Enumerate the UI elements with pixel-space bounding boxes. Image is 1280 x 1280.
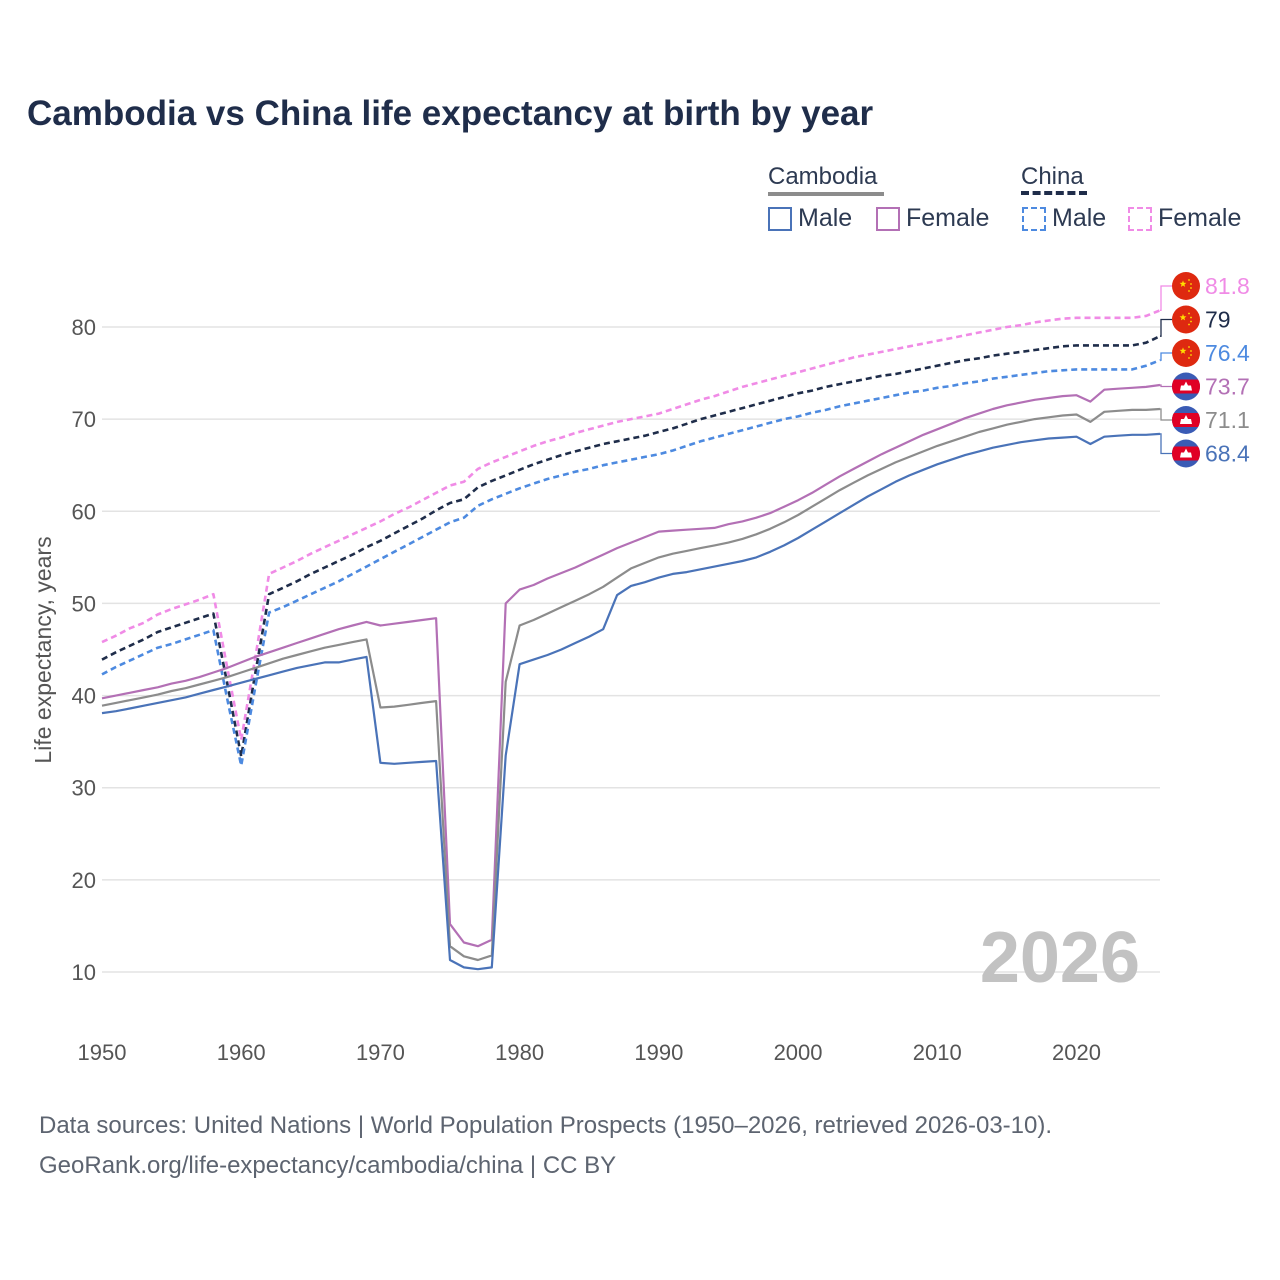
x-tick-label: 2020 xyxy=(1052,1040,1101,1065)
end-connector xyxy=(1160,408,1172,421)
source-note: Data sources: United Nations | World Pop… xyxy=(39,1106,1052,1186)
flag-field xyxy=(1172,339,1200,367)
cambodia-flag-icon xyxy=(1172,439,1200,468)
flag-small-star xyxy=(1190,354,1192,356)
china-flag-icon xyxy=(1172,339,1200,367)
series-end-labels: 81.8 79 76.4 73.7 71.1 68.4 xyxy=(1160,272,1250,468)
y-tick-label: 30 xyxy=(72,776,96,801)
y-axis-ticks: 10 20 30 40 50 60 70 80 xyxy=(72,315,96,985)
series-line-china-male[interactable] xyxy=(101,358,1161,767)
y-tick-label: 40 xyxy=(72,684,96,709)
x-tick-label: 2000 xyxy=(774,1040,823,1065)
grid-lines xyxy=(102,326,1160,973)
series-line-china-female[interactable] xyxy=(101,309,1161,742)
end-value-label: 81.8 xyxy=(1205,273,1250,299)
end-connector xyxy=(1160,352,1172,361)
cambodia-flag-icon xyxy=(1172,372,1200,401)
flag-field xyxy=(1172,272,1200,300)
flag-small-star xyxy=(1190,350,1192,352)
flag-star xyxy=(1179,313,1187,321)
end-value-label: 73.7 xyxy=(1205,374,1250,400)
series-line-cambodia-female[interactable] xyxy=(101,383,1161,948)
line-chart: 2026 81.8 79 76.4 73.7 71.1 68.4 1950 1960 1970… xyxy=(30,272,1250,1065)
flag-small-star xyxy=(1190,283,1192,285)
flag-small-star xyxy=(1188,312,1190,315)
end-value-label: 79 xyxy=(1205,307,1231,333)
flag-small-star xyxy=(1188,290,1190,292)
chart-title: Cambodia vs China life expectancy at bir… xyxy=(27,94,874,133)
cambodia-flag-icon xyxy=(1172,406,1200,434)
series-line-china-total[interactable] xyxy=(101,335,1161,758)
x-tick-label: 2010 xyxy=(913,1040,962,1065)
flag-small-star xyxy=(1190,287,1192,289)
end-value-label: 68.4 xyxy=(1205,441,1250,467)
source-line-1: Data sources: United Nations | World Pop… xyxy=(39,1112,1053,1139)
x-tick-label: 1950 xyxy=(78,1040,127,1065)
end-connector xyxy=(1160,433,1172,455)
series-lines xyxy=(101,309,1161,971)
flag-temple xyxy=(1180,381,1192,391)
flag-temple xyxy=(1180,448,1192,458)
series-line-cambodia-male[interactable] xyxy=(101,432,1161,971)
y-axis-label: Life expectancy, years xyxy=(30,536,56,763)
end-connector xyxy=(1160,384,1172,388)
flag-small-star xyxy=(1190,316,1192,319)
year-watermark: 2026 xyxy=(980,918,1140,998)
flag-small-star xyxy=(1188,357,1190,359)
flag-temple xyxy=(1180,415,1192,424)
flag-star xyxy=(1179,280,1187,287)
end-connector xyxy=(1160,318,1172,337)
y-tick-label: 20 xyxy=(72,868,96,893)
china-flag-icon xyxy=(1172,305,1200,334)
flag-field xyxy=(1172,305,1200,334)
y-tick-label: 60 xyxy=(72,499,96,524)
x-tick-label: 1970 xyxy=(356,1040,405,1065)
x-tick-label: 1990 xyxy=(634,1040,683,1065)
x-axis-ticks: 1950 1960 1970 1980 1990 2000 2010 2020 xyxy=(78,1040,1101,1065)
y-tick-label: 10 xyxy=(72,960,96,985)
end-value-label: 71.1 xyxy=(1205,407,1250,433)
y-tick-label: 80 xyxy=(72,315,96,340)
series-line-cambodia-total[interactable] xyxy=(101,407,1161,962)
y-tick-label: 50 xyxy=(72,591,96,616)
flag-small-star xyxy=(1188,346,1190,348)
x-tick-label: 1960 xyxy=(217,1040,266,1065)
flag-small-star xyxy=(1188,323,1190,326)
end-connector xyxy=(1160,285,1172,312)
source-line-2: GeoRank.org/life-expectancy/cambodia/chi… xyxy=(39,1152,617,1179)
flag-small-star xyxy=(1190,320,1192,323)
flag-star xyxy=(1179,347,1187,354)
flag-small-star xyxy=(1188,279,1190,281)
end-value-label: 76.4 xyxy=(1205,340,1250,366)
china-flag-icon xyxy=(1172,272,1200,300)
x-tick-label: 1980 xyxy=(495,1040,544,1065)
y-tick-label: 70 xyxy=(72,407,96,432)
